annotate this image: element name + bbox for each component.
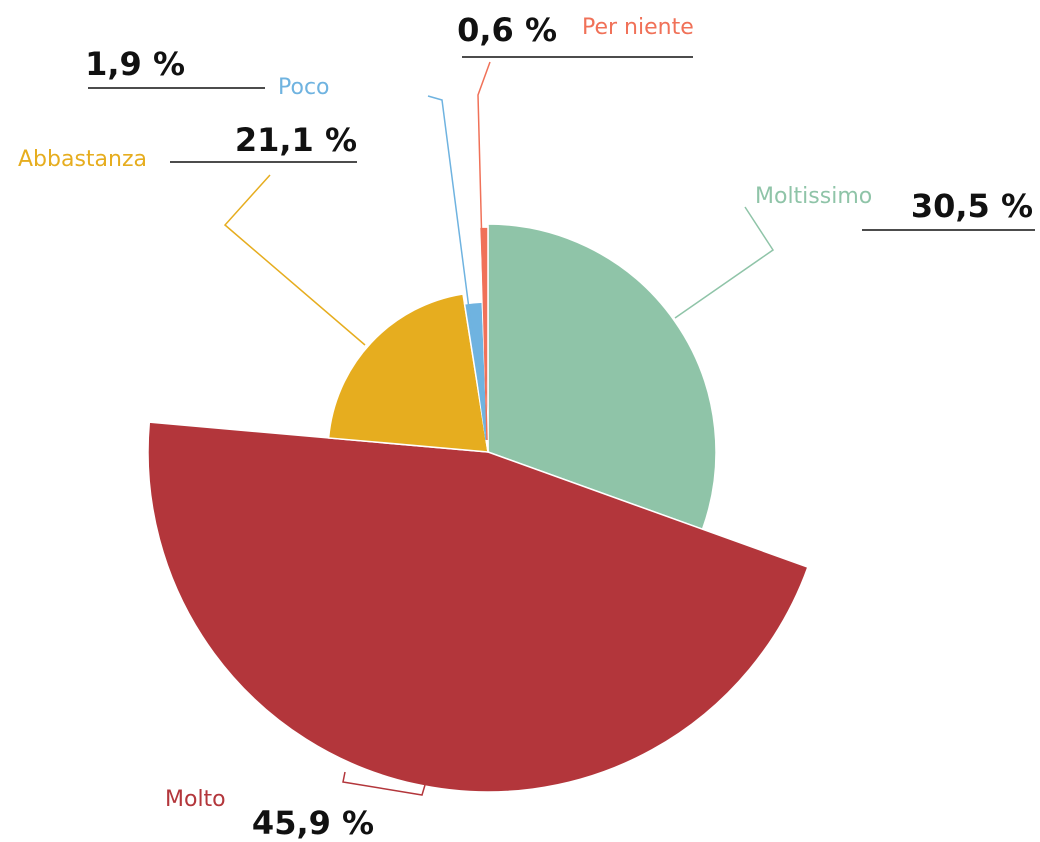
leader-line [674,206,775,319]
leader-line [427,95,487,441]
category-label: Per niente [582,15,694,40]
leader-line [477,61,491,441]
value-label: 30,5 % [911,187,1033,225]
value-label: 45,9 % [252,804,374,842]
category-label: Poco [278,75,330,100]
pie-slice [487,223,717,531]
value-label: 1,9 % [85,45,185,83]
pie-slice [147,421,809,793]
category-label: Moltissimo [755,184,872,209]
pie-slice [327,293,489,453]
leader-line [342,771,426,796]
value-label: 0,6 % [457,11,557,49]
category-label: Abbastanza [18,147,147,172]
value-label: 21,1 % [235,121,357,159]
leader-line [223,174,366,346]
category-label: Molto [165,787,226,812]
